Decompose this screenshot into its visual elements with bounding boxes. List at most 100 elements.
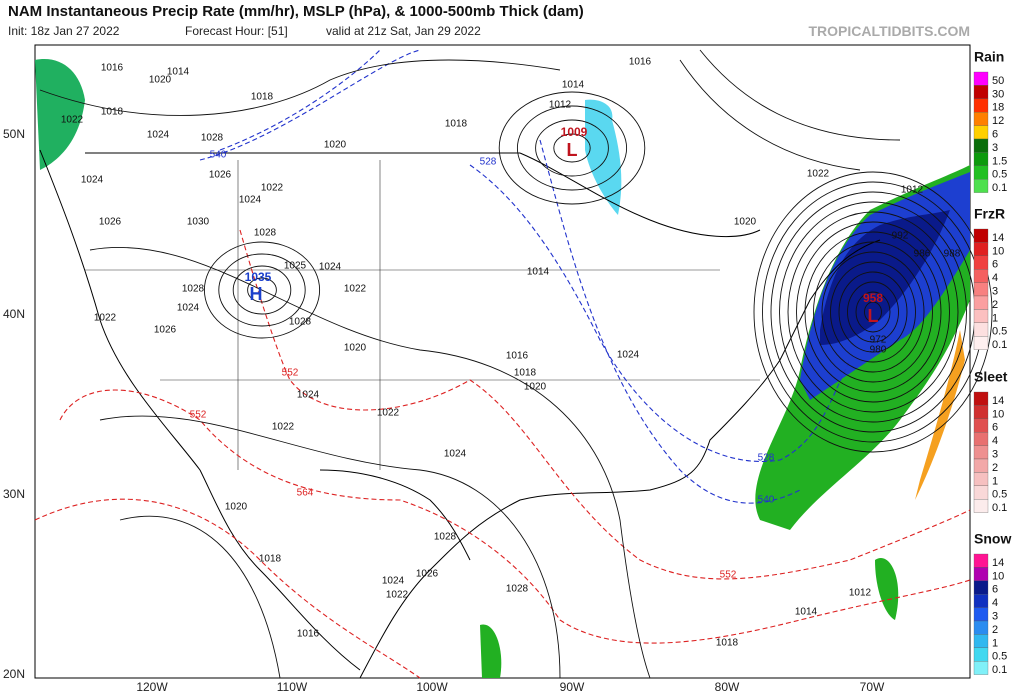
watermark: TROPICALTIDBITS.COM <box>808 23 970 39</box>
isobar-label: 1024 <box>319 262 342 273</box>
isobar-label: 986 <box>914 249 931 260</box>
legend-swatch <box>973 71 989 86</box>
isobar-ring <box>753 171 993 453</box>
low-pressure-value: 1009 <box>561 125 588 139</box>
isobar-label: 1024 <box>444 449 467 460</box>
longitude-label: 110W <box>277 680 308 694</box>
isobar-label: 1022 <box>377 408 400 419</box>
isobar-ring <box>864 301 882 323</box>
legend-label: 14 <box>992 557 1004 569</box>
isobar-label: 1018 <box>101 107 124 118</box>
legend-label: 0.5 <box>992 651 1007 663</box>
isobar-label: 1020 <box>324 140 347 151</box>
legend-label: 0.1 <box>992 339 1007 351</box>
isobar-ring <box>813 241 933 383</box>
legend-swatch <box>973 282 989 297</box>
state-lines <box>85 160 760 470</box>
isobars <box>39 49 993 679</box>
thickness-576 <box>34 498 421 679</box>
legend-swatch <box>973 634 989 648</box>
isobar-ring <box>796 221 950 403</box>
isobar-label: 1030 <box>187 217 210 228</box>
isobar-label: 1028 <box>506 584 529 595</box>
legend-label: 0.1 <box>992 182 1007 194</box>
legend-label: 0.1 <box>992 664 1007 676</box>
legend-label: 4 <box>992 597 998 609</box>
thickness-552 <box>239 229 971 580</box>
low-pressure-value: 958 <box>863 291 883 305</box>
isobar-label: 1022 <box>807 169 830 180</box>
legend-label: 4 <box>992 272 998 284</box>
thickness-label: 528 <box>480 157 497 168</box>
legend-swatch <box>973 661 989 675</box>
legend-swatch <box>973 594 989 608</box>
isobar-ring <box>203 241 321 339</box>
isobar-ring <box>232 265 292 315</box>
isobar-label: 1020 <box>225 502 248 513</box>
legend-swatch <box>973 179 989 193</box>
legend-swatch <box>973 405 989 419</box>
longitude-label: 80W <box>715 680 740 694</box>
legend-label: 0.5 <box>992 489 1007 501</box>
isobar-label: 1028 <box>254 228 277 239</box>
latitude-label: 20N <box>3 667 25 681</box>
high-pressure-symbol: H <box>250 284 263 304</box>
legend-label: 14 <box>992 395 1004 407</box>
isobar-label: 1022 <box>94 313 117 324</box>
isobar-ring <box>847 281 899 343</box>
legend-label: 0.5 <box>992 326 1007 338</box>
snow-lakes <box>585 99 622 215</box>
west-coast <box>39 149 361 671</box>
legend-label: 6 <box>992 129 998 141</box>
longitude-label: 120W <box>136 680 168 694</box>
snow-heavy-area <box>820 210 950 345</box>
legend-label: 3 <box>992 286 998 298</box>
isobar-label: 1014 <box>167 67 190 78</box>
legend-label: 0.1 <box>992 502 1007 514</box>
low-pressure-symbol: L <box>868 306 879 326</box>
isobar-label: 1024 <box>147 130 170 141</box>
isobar-label: 1028 <box>289 317 312 328</box>
high-pressure-value: 1035 <box>245 270 272 284</box>
gulf-east-coast <box>359 239 881 679</box>
legend-label: 2 <box>992 624 998 636</box>
isobar-label: 1026 <box>416 569 439 580</box>
isobar-ring <box>247 277 277 303</box>
isobar-label: 1016 <box>101 63 124 74</box>
legend-label: 6 <box>992 584 998 596</box>
legend-label: 10 <box>992 245 1004 257</box>
isobar-ring <box>838 271 908 353</box>
legend-swatch <box>973 98 989 113</box>
isobar-label: 1012 <box>549 100 572 111</box>
legend-label: 3 <box>992 142 998 154</box>
map-area: 1009 L 1035 H 958 L 10161020101410181022… <box>34 44 993 679</box>
legend-swatch <box>973 165 989 180</box>
isobar-ring <box>779 201 967 423</box>
isobar-ring <box>787 211 959 413</box>
rain-south <box>480 624 502 678</box>
latitude-label: 50N <box>3 127 25 141</box>
isobar-ring <box>498 91 646 205</box>
legend-label: 1.5 <box>992 155 1007 167</box>
legend-swatch <box>973 228 989 243</box>
legend-swatch <box>973 418 989 433</box>
legend-swatch <box>973 445 989 460</box>
isobar-label: 1018 <box>251 92 274 103</box>
legend-label: 12 <box>992 115 1004 127</box>
isobar-label: 1022 <box>261 183 284 194</box>
legend-swatch <box>973 309 989 323</box>
isobar-label: 1016 <box>506 351 529 362</box>
thickness-label: 552 <box>190 410 207 421</box>
isobar-label: 1018 <box>514 368 537 379</box>
legend-label: 3 <box>992 449 998 461</box>
isobar-label: 1024 <box>297 390 320 401</box>
title: NAM Instantaneous Precip Rate (mm/hr), M… <box>8 3 584 20</box>
legend-label: 1 <box>992 312 998 324</box>
legend-title: Snow <box>974 531 1011 547</box>
longitude-label: 90W <box>560 680 585 694</box>
isobar-label: 1028 <box>434 532 457 543</box>
isobar-lines <box>39 49 901 679</box>
isobar-ring <box>218 253 306 327</box>
